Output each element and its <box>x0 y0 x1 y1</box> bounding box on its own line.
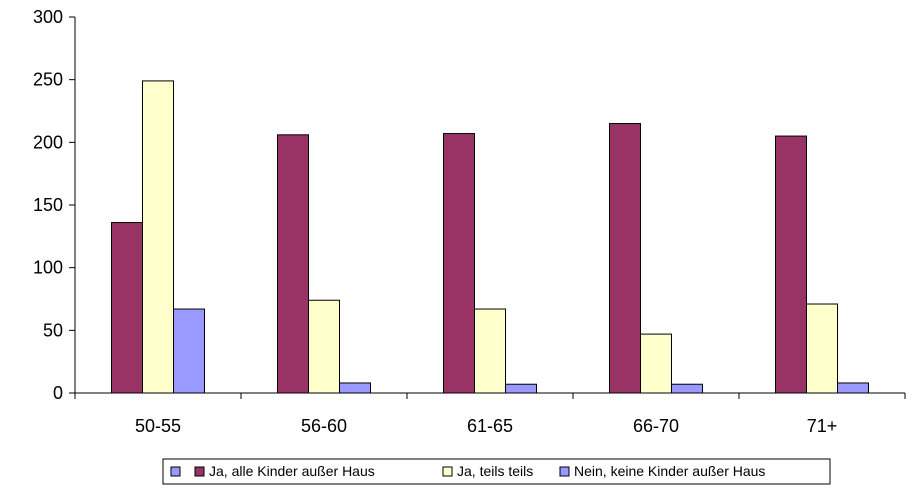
bar-2-50-55 <box>142 80 174 394</box>
legend: Ja, alle Kinder außer Haus Ja, teils teil… <box>162 458 831 485</box>
legend-swatch-extra <box>170 466 181 477</box>
bar-2-66-70 <box>640 333 672 394</box>
bar-1-56-60 <box>277 134 309 394</box>
legend-label-3: Nein, keine Kinder außer Haus <box>574 463 765 479</box>
x-tick-label: 50-55 <box>135 416 181 436</box>
bar-3-66-70 <box>671 383 703 394</box>
bar-1-61-65 <box>443 133 475 394</box>
y-tick-label: 100 <box>33 258 63 278</box>
bar-3-56-60 <box>339 382 371 394</box>
y-tick-label: 150 <box>33 195 63 215</box>
bar-2-56-60 <box>308 299 340 394</box>
y-tick-label: 50 <box>43 320 63 340</box>
bar-1-71+ <box>775 135 807 394</box>
y-tick-label: 250 <box>33 70 63 90</box>
x-tick-label: 66-70 <box>633 416 679 436</box>
bar-1-66-70 <box>609 123 641 394</box>
legend-swatch-2 <box>442 466 453 477</box>
y-tick-label: 200 <box>33 132 63 152</box>
bar-3-71+ <box>837 382 869 394</box>
legend-label-1: Ja, alle Kinder außer Haus <box>209 463 375 479</box>
bar-2-71+ <box>806 303 838 394</box>
bars-group <box>111 80 869 394</box>
y-tick-label: 300 <box>33 7 63 27</box>
x-tick-label: 71+ <box>807 416 838 436</box>
bar-3-61-65 <box>505 383 537 394</box>
legend-box <box>162 458 831 485</box>
axes-group: 0 50 100 150 200 250 300 50-55 56-60 61-65 66-70 71… <box>33 7 906 436</box>
bar-2-61-65 <box>474 308 506 394</box>
bar-1-50-55 <box>111 222 143 394</box>
legend-label-2: Ja, teils teils <box>457 463 533 479</box>
legend-swatch-1 <box>194 466 205 477</box>
bar-3-50-55 <box>173 308 205 394</box>
x-tick-label: 56-60 <box>301 416 347 436</box>
legend-swatch-3 <box>559 466 570 477</box>
x-tick-label: 61-65 <box>467 416 513 436</box>
y-tick-label: 0 <box>53 383 63 403</box>
